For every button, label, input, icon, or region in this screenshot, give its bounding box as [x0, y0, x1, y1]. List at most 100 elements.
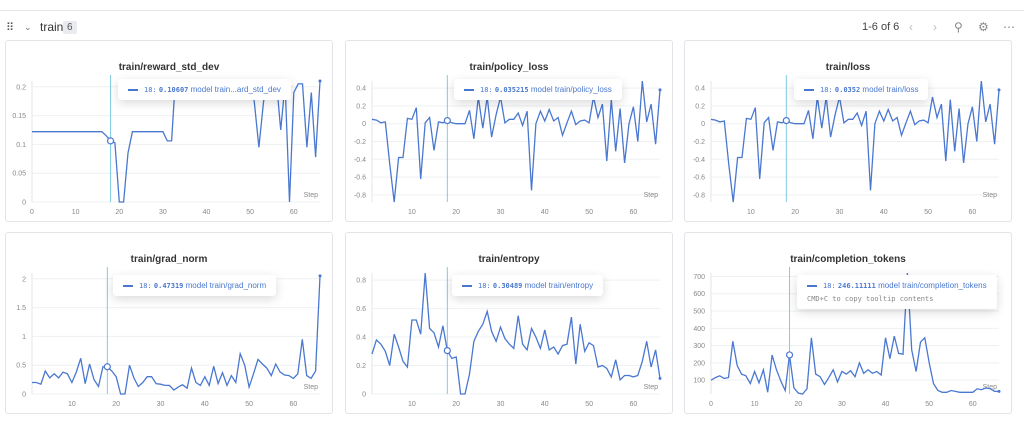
x-tick-label: 0 — [709, 401, 713, 408]
x-tick-label: 10 — [747, 209, 755, 216]
y-tick-label: 400 — [693, 326, 705, 333]
gear-icon[interactable]: ⚙ — [978, 20, 989, 34]
series-swatch — [123, 284, 133, 287]
x-axis-label: Step — [983, 192, 998, 199]
y-tick-label: 0 — [362, 121, 366, 128]
last-point — [658, 376, 662, 380]
series-swatch — [462, 284, 472, 287]
series-swatch — [464, 88, 474, 91]
y-tick-label: 0.6 — [356, 306, 366, 313]
x-tick-label: 40 — [541, 401, 549, 408]
x-tick-label: 60 — [630, 401, 638, 408]
x-tick-label: 30 — [836, 209, 844, 216]
series-line — [710, 81, 1000, 203]
tooltip-label: model train/completion_tokens — [878, 281, 987, 290]
chart-tooltip: 18: 0.0352 model train/loss — [794, 79, 929, 100]
drag-handle-icon[interactable]: ⠿ — [6, 21, 14, 34]
tooltip-value: 0.0352 — [834, 86, 861, 94]
tooltip-step: 18: — [823, 282, 836, 290]
x-tick-label: 50 — [585, 209, 593, 216]
y-tick-label: 0.4 — [356, 86, 366, 93]
top-divider — [0, 10, 1024, 11]
chart-tooltip: 18: 246.11111 model train/completion_tok… — [797, 275, 997, 309]
chart-tooltip: 18: 0.47319 model train/grad_norm — [113, 275, 277, 296]
y-tick-label: 100 — [693, 378, 705, 385]
pin-icon[interactable]: ⚲ — [954, 20, 963, 34]
y-tick-label: 600 — [693, 291, 705, 298]
chevron-down-icon[interactable]: ⌄ — [24, 21, 32, 32]
hover-point — [782, 116, 790, 125]
tooltip-value: 0.10607 — [158, 86, 189, 94]
hover-point — [443, 346, 451, 355]
last-point — [997, 389, 1001, 393]
tooltip-step: 18: — [478, 282, 491, 290]
x-tick-label: 50 — [246, 209, 254, 216]
y-tick-label: 0.8 — [356, 278, 366, 285]
tooltip-label: model train/grad_norm — [185, 281, 267, 290]
x-tick-label: 60 — [969, 209, 977, 216]
series-swatch — [807, 284, 817, 287]
x-tick-label: 60 — [290, 401, 298, 408]
y-tick-label: -0.4 — [693, 157, 705, 164]
chart-tooltip: 18: 0.035215 model train/policy_loss — [454, 79, 622, 100]
pagination-label: 1-6 of 6 — [862, 21, 900, 33]
x-tick-label: 30 — [838, 401, 846, 408]
x-tick-label: 50 — [245, 401, 253, 408]
series-line — [371, 273, 661, 395]
x-tick-label: 50 — [925, 401, 933, 408]
x-tick-label: 40 — [541, 209, 549, 216]
chart-panel-grad-norm[interactable]: 0 0.5 1 1.5 2 10 20 30 40 50 60 Step train/grad_norm… — [5, 232, 333, 414]
chart-title: train/reward_std_dev — [118, 62, 220, 73]
series-line — [710, 273, 999, 395]
chart-panel-entropy[interactable]: 0 0.2 0.4 0.6 0.8 10 20 30 40 50 60 Step train/entro… — [345, 232, 673, 414]
y-tick-label: -0.8 — [693, 192, 705, 199]
x-axis-label: Step — [304, 192, 319, 199]
series-line — [32, 81, 321, 203]
tooltip-label: model train...ard_std_dev — [190, 85, 281, 94]
y-tick-label: -0.4 — [354, 157, 366, 164]
chart-panel-policy-loss[interactable]: -0.8 -0.6 -0.4 -0.2 0 0.2 0.4 10 20 30 40 50 60 Step t… — [345, 40, 673, 222]
tooltip-value: 0.035215 — [494, 86, 529, 94]
y-tick-label: 0 — [362, 392, 366, 399]
chart-title: train/entropy — [478, 254, 540, 265]
x-tick-label: 30 — [159, 209, 167, 216]
y-tick-label: 1 — [22, 334, 26, 341]
chart-tooltip: 18: 0.10607 model train...ard_std_dev — [118, 79, 291, 100]
chart-panel-loss[interactable]: -0.8 -0.6 -0.4 -0.2 0 0.2 0.4 10 20 30 40 50 60 Step t… — [684, 40, 1012, 222]
tooltip-value: 0.30489 — [492, 282, 523, 290]
last-point — [997, 88, 1001, 92]
chart-panel-completion-tokens[interactable]: 100 200 300 400 500 600 700 0 10 20 30 40 50 60 Step tr… — [684, 232, 1012, 414]
x-tick-label: 50 — [924, 209, 932, 216]
x-tick-label: 20 — [452, 401, 460, 408]
x-tick-label: 10 — [751, 401, 759, 408]
section-title[interactable]: train — [40, 20, 64, 34]
last-point — [318, 274, 322, 278]
chart-panel-reward-std-dev[interactable]: 0 0.05 0.1 0.15 0.2 0 10 20 30 40 50 60 Step train/re… — [5, 40, 333, 222]
tooltip-step: 18: — [139, 282, 152, 290]
y-tick-label: 0 — [22, 392, 26, 399]
next-page-icon[interactable]: › — [933, 20, 937, 34]
y-tick-label: 0.4 — [695, 86, 705, 93]
series-line — [32, 275, 321, 395]
tooltip-step: 18: — [480, 86, 493, 94]
x-tick-label: 20 — [794, 401, 802, 408]
x-tick-label: 40 — [201, 401, 209, 408]
y-tick-label: 500 — [693, 309, 705, 316]
y-tick-label: 0.15 — [12, 113, 26, 120]
y-tick-label: 300 — [693, 343, 705, 350]
x-axis-label: Step — [304, 384, 319, 391]
tooltip-label: model train/loss — [862, 85, 919, 94]
y-tick-label: -0.8 — [354, 192, 366, 199]
chart-title: train/completion_tokens — [790, 254, 906, 265]
y-tick-label: 200 — [693, 360, 705, 367]
y-tick-label: 1.5 — [16, 305, 26, 312]
more-icon[interactable]: ⋯ — [1003, 20, 1015, 34]
prev-page-icon[interactable]: ‹ — [909, 20, 913, 34]
tooltip-step: 18: — [144, 86, 157, 94]
x-axis-label: Step — [644, 384, 659, 391]
x-tick-label: 20 — [791, 209, 799, 216]
x-tick-label: 30 — [497, 401, 505, 408]
tooltip-label: model train/policy_loss — [530, 85, 612, 94]
series-line — [371, 81, 661, 203]
chart-tooltip: 18: 0.30489 model train/entropy — [452, 275, 604, 296]
